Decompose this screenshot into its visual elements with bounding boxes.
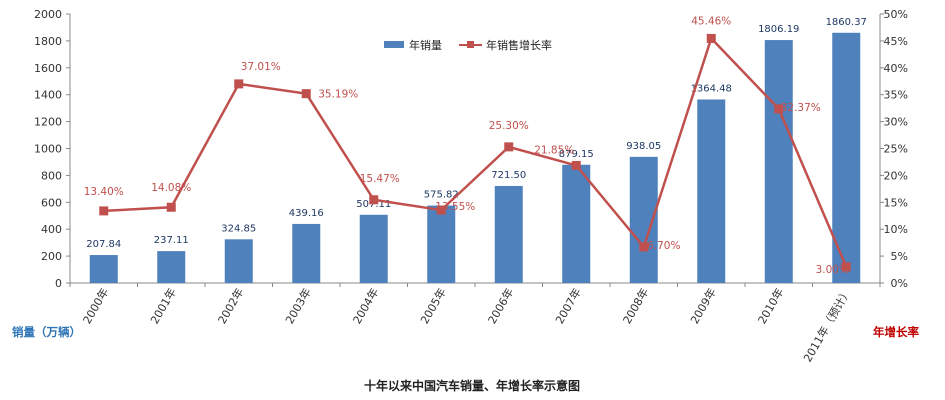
bar-value-label: 237.11 <box>154 235 189 246</box>
y2-tick-label: 0% <box>891 277 908 290</box>
rate-marker <box>234 79 244 89</box>
y-tick-label: 0 <box>55 277 62 290</box>
x-tick-label: 2000年 <box>80 286 112 327</box>
legend-line-marker <box>467 41 474 48</box>
y2-tick-label: 10% <box>884 223 908 236</box>
x-tick-label: 2010年 <box>755 286 787 327</box>
rate-value-label: 15.47% <box>360 173 400 185</box>
rate-marker <box>504 142 514 152</box>
y2-tick-label: 20% <box>884 169 908 182</box>
x-tick-label: 2008年 <box>620 286 652 327</box>
rate-line-series <box>99 33 851 272</box>
legend-bar-label: 年销量 <box>409 38 442 52</box>
axes <box>69 14 881 284</box>
y2-tick-label: 25% <box>884 143 908 156</box>
legend-line-label: 年销售增长率 <box>486 38 552 52</box>
y-axis-ticks: 0 200 400 600 800 1000 1200 1400 1600 1800 2000 <box>34 8 70 290</box>
rate-value-label: 21.85% <box>534 144 574 156</box>
x-tick-label: 2001年 <box>147 286 179 327</box>
x-tick-label: 2011年（预计） <box>800 286 854 365</box>
y-axis-title: 销量（万辆） <box>12 325 81 339</box>
bar <box>224 239 253 283</box>
y-tick-label: 1600 <box>34 62 62 75</box>
rate-marker <box>166 202 176 212</box>
bar <box>292 223 321 283</box>
bars-series <box>89 32 861 283</box>
rate-marker <box>301 89 311 99</box>
bar <box>832 32 861 283</box>
y2-tick-label: 40% <box>884 62 908 75</box>
bar-value-label: 439.16 <box>289 208 324 219</box>
rate-value-label: 14.08% <box>151 182 191 194</box>
rate-marker <box>571 160 581 170</box>
bar-data-labels: 207.84 237.11 324.85 439.16 507.11 575.82 721.… <box>86 17 867 250</box>
bar-value-label: 1860.37 <box>826 17 867 28</box>
y-tick-label: 600 <box>41 196 62 209</box>
x-tick-label: 2009年 <box>687 286 719 327</box>
bar <box>89 255 118 283</box>
y-tick-label: 200 <box>41 250 62 263</box>
y-tick-label: 1200 <box>34 116 62 129</box>
bar-value-label: 207.84 <box>86 239 121 250</box>
bar <box>697 99 726 283</box>
y-tick-label: 1000 <box>34 143 62 156</box>
y-tick-label: 1400 <box>34 89 62 102</box>
y2-axis-title: 年增长率 <box>873 325 919 339</box>
bar <box>494 185 523 283</box>
bar-value-label: 1806.19 <box>758 24 799 35</box>
rate-line <box>103 36 848 268</box>
rate-value-label: 13.40% <box>84 186 124 198</box>
bar <box>427 205 456 283</box>
bar-value-label: 879.15 <box>559 149 594 160</box>
bar <box>359 214 388 283</box>
rate-value-label: 13.55% <box>435 201 475 213</box>
bar-value-label: 721.50 <box>491 170 526 181</box>
x-tick-label: 2006年 <box>485 286 517 327</box>
y2-tick-label: 15% <box>884 196 908 209</box>
legend-bar-swatch <box>384 41 404 48</box>
rate-value-label: 32.37% <box>781 102 821 114</box>
y2-tick-label: 50% <box>884 8 908 21</box>
legend: 年销量 年销售增长率 <box>384 38 552 52</box>
x-tick-label: 2002年 <box>215 286 247 327</box>
y-tick-label: 400 <box>41 223 62 236</box>
rate-marker <box>706 33 716 43</box>
rate-value-label: 37.01% <box>241 61 281 73</box>
bar <box>157 251 186 283</box>
rate-marker <box>774 104 784 114</box>
x-tick-label: 2003年 <box>282 286 314 327</box>
x-axis-ticks: 2000年 2001年 2002年 2003年 2004年 2005年 2006年 2007年… <box>69 283 881 365</box>
chart-title: 十年以来中国汽车销量、年增长率示意图 <box>364 378 580 393</box>
y2-axis-ticks: 0% 5% 10% 15% 20% 25% 30% 35% 40% 45% 50% <box>880 8 908 290</box>
y-tick-label: 2000 <box>34 8 62 21</box>
rate-marker <box>369 195 379 205</box>
y-tick-label: 1800 <box>34 35 62 48</box>
rate-marker <box>99 206 109 216</box>
y2-tick-label: 35% <box>884 89 908 102</box>
bar <box>764 40 793 283</box>
y-tick-label: 800 <box>41 169 62 182</box>
rate-marker <box>639 242 649 252</box>
bar <box>562 164 591 283</box>
rate-marker <box>436 205 446 215</box>
x-tick-label: 2004年 <box>350 286 382 327</box>
y2-tick-label: 45% <box>884 35 908 48</box>
bar-value-label: 938.05 <box>626 141 661 152</box>
rate-value-label: 6.70% <box>647 240 680 252</box>
rate-data-labels: 13.40% 14.08% 37.01% 35.19% 15.47% 13.55% 25.3… <box>84 15 849 275</box>
rate-value-label: 25.30% <box>489 120 529 132</box>
rate-value-label: 45.46% <box>691 15 731 27</box>
rate-value-label: 3.00% <box>816 264 849 276</box>
rate-value-label: 35.19% <box>318 89 358 101</box>
x-tick-label: 2005年 <box>417 286 449 327</box>
bar-value-label: 575.82 <box>424 190 459 201</box>
bar-value-label: 507.11 <box>356 199 391 210</box>
y2-tick-label: 30% <box>884 116 908 129</box>
y2-tick-label: 5% <box>891 250 908 263</box>
bar-value-label: 324.85 <box>221 223 256 234</box>
rate-marker <box>841 262 851 272</box>
x-tick-label: 2007年 <box>552 286 584 327</box>
bar-value-label: 1364.48 <box>691 83 732 94</box>
